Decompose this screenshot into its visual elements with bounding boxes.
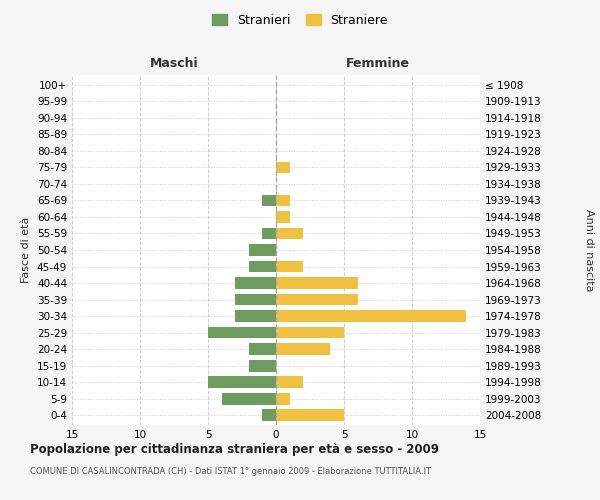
Bar: [249, 360, 276, 372]
Text: COMUNE DI CASALINCONTRADA (CH) - Dati ISTAT 1° gennaio 2009 - Elaborazione TUTTI: COMUNE DI CASALINCONTRADA (CH) - Dati IS…: [30, 468, 431, 476]
Bar: [276, 277, 358, 289]
Bar: [262, 194, 276, 206]
Bar: [208, 376, 276, 388]
Bar: [235, 277, 276, 289]
Bar: [276, 409, 344, 421]
Bar: [276, 392, 290, 404]
Text: Maschi: Maschi: [149, 57, 199, 70]
Bar: [235, 294, 276, 306]
Bar: [276, 162, 290, 173]
Bar: [276, 228, 303, 239]
Text: Anni di nascita: Anni di nascita: [584, 209, 594, 291]
Bar: [276, 194, 290, 206]
Bar: [276, 211, 290, 223]
Bar: [208, 326, 276, 338]
Bar: [221, 392, 276, 404]
Bar: [262, 409, 276, 421]
Bar: [262, 228, 276, 239]
Bar: [276, 260, 303, 272]
Legend: Stranieri, Straniere: Stranieri, Straniere: [207, 8, 393, 32]
Text: Femmine: Femmine: [346, 57, 410, 70]
Text: Popolazione per cittadinanza straniera per età e sesso - 2009: Popolazione per cittadinanza straniera p…: [30, 442, 439, 456]
Bar: [249, 343, 276, 355]
Bar: [276, 294, 358, 306]
Bar: [276, 343, 331, 355]
Bar: [249, 260, 276, 272]
Bar: [276, 326, 344, 338]
Y-axis label: Fasce di età: Fasce di età: [22, 217, 31, 283]
Bar: [276, 376, 303, 388]
Bar: [235, 310, 276, 322]
Bar: [276, 310, 466, 322]
Bar: [249, 244, 276, 256]
